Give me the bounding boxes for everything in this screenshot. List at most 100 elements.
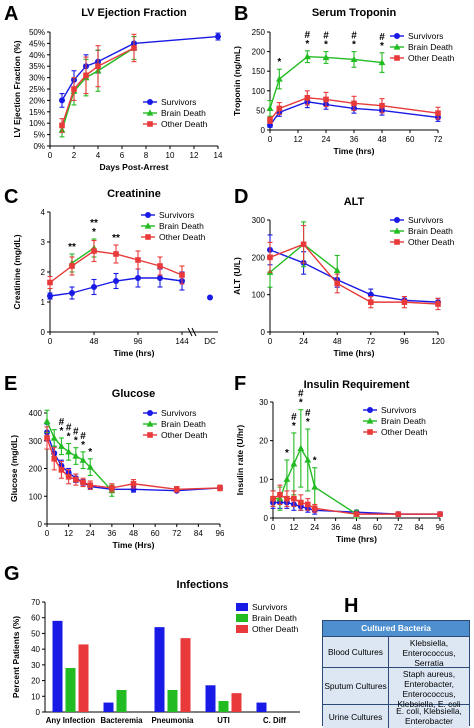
data-point	[130, 480, 137, 487]
significance-mark: #	[80, 431, 86, 442]
data-point	[157, 263, 163, 269]
significance-mark: #	[305, 408, 311, 419]
legend-marker	[394, 55, 400, 61]
x-tick-label: 2	[72, 151, 77, 160]
x-tick-label: 96	[436, 523, 445, 532]
y-tick-label: 250	[252, 28, 266, 37]
x-tick-label: 96	[216, 529, 225, 538]
legend-marker	[393, 43, 401, 50]
y-tick-label: 2	[41, 268, 46, 277]
bar-other-death	[180, 638, 191, 712]
x-tick-label: 0	[48, 151, 53, 160]
significance-mark: *	[67, 432, 71, 443]
y-tick-label: 300	[252, 216, 266, 225]
x-tick-label: 12	[289, 523, 298, 532]
x-tick-label: 96	[400, 337, 409, 346]
x-tick-label: 0	[48, 337, 53, 346]
chart-title: Glucose	[112, 388, 155, 400]
data-point	[266, 104, 274, 112]
y-tick-label: 4	[41, 208, 46, 217]
y-tick-label: 10	[31, 692, 40, 701]
data-point	[368, 299, 374, 305]
data-point	[304, 501, 311, 508]
data-point	[113, 278, 119, 284]
x-tick-label: 12	[294, 135, 303, 144]
legend-marker	[144, 222, 152, 229]
series-other-death	[270, 484, 443, 517]
significance-mark: **	[90, 218, 98, 229]
legend-label: Brain Death	[252, 613, 297, 623]
x-tick-label: DC	[204, 337, 216, 346]
data-point	[304, 95, 311, 101]
x-tick-label: 120	[431, 337, 445, 346]
y-tick-label: 30	[31, 661, 40, 670]
data-point	[91, 284, 97, 290]
data-point	[437, 511, 443, 517]
legend-marker	[393, 227, 401, 234]
series-other-death	[267, 90, 441, 124]
bar-survivors	[103, 702, 114, 712]
data-point	[43, 417, 51, 424]
significance-mark: *	[299, 398, 303, 409]
y-tick-label: 25%	[29, 85, 45, 94]
table-row-value: Klebsiella, Enterococcus, Serratia	[402, 638, 456, 669]
significance-mark: *	[305, 39, 309, 50]
chart-title: Insulin Requirement	[304, 379, 410, 391]
data-point	[270, 495, 276, 502]
x-axis-label: Time (Hrs)	[113, 540, 155, 550]
y-tick-label: 3	[41, 238, 46, 247]
panel-b: B Serum Troponin 0 50 100 150 200 250 Troponin (…	[232, 3, 455, 156]
data-point	[379, 102, 385, 109]
y-tick-label: 150	[252, 67, 266, 76]
data-point	[50, 434, 58, 441]
y-axis-label: Insulin rate (U/hr)	[235, 425, 245, 496]
data-point	[311, 483, 319, 490]
bar-other-death	[78, 644, 89, 712]
x-tick-label: 6	[120, 151, 125, 160]
x-tick-label: 24	[322, 135, 331, 144]
x-tick-label: 4	[96, 151, 101, 160]
data-point	[333, 266, 341, 273]
panel-g: G Infections 0 10 20 30 40 50 60 70 Percent Patien…	[4, 563, 300, 725]
bar-brain-death	[116, 690, 127, 712]
legend-marker	[147, 432, 153, 438]
legend-label: Survivors	[381, 405, 416, 415]
data-point	[311, 505, 318, 512]
legend-label: Survivors	[252, 602, 287, 612]
bar-survivors	[256, 702, 267, 712]
legend-marker	[147, 99, 153, 105]
legend-marker	[145, 234, 151, 240]
data-point	[58, 467, 65, 473]
panel-letter: G	[4, 563, 20, 585]
panel-letter: A	[4, 3, 18, 25]
x-axis-label: Time (hrs)	[334, 146, 375, 156]
legend-marker	[367, 429, 373, 435]
data-point	[59, 97, 65, 104]
x-tick-label: 96	[134, 337, 143, 346]
x-tick-label: 84	[415, 523, 424, 532]
y-tick-label: 200	[252, 48, 266, 57]
legend-swatch	[236, 603, 248, 611]
data-point	[47, 279, 53, 286]
table-row-value: Staph aureus, Enterobacter, Enterococcus…	[397, 669, 461, 710]
bar-survivors	[52, 620, 63, 712]
legend-marker	[394, 217, 400, 223]
data-point	[284, 495, 290, 502]
legend-marker	[394, 239, 400, 245]
y-tick-label: 300	[29, 437, 43, 446]
data-point	[44, 435, 50, 441]
y-tick-label: 100	[29, 492, 43, 501]
x-tick-label: Bacteremia	[100, 716, 143, 725]
significance-mark: #	[66, 423, 72, 434]
legend-label: Other Death	[159, 232, 206, 242]
x-axis-label: Time (hrs)	[114, 348, 155, 358]
y-tick-label: 50%	[29, 28, 45, 37]
y-axis-label: ALT (U/L)	[232, 257, 242, 295]
significance-mark: #	[323, 31, 329, 42]
data-point	[401, 299, 408, 305]
panel-letter: B	[234, 3, 248, 25]
bar-brain-death	[65, 668, 76, 712]
